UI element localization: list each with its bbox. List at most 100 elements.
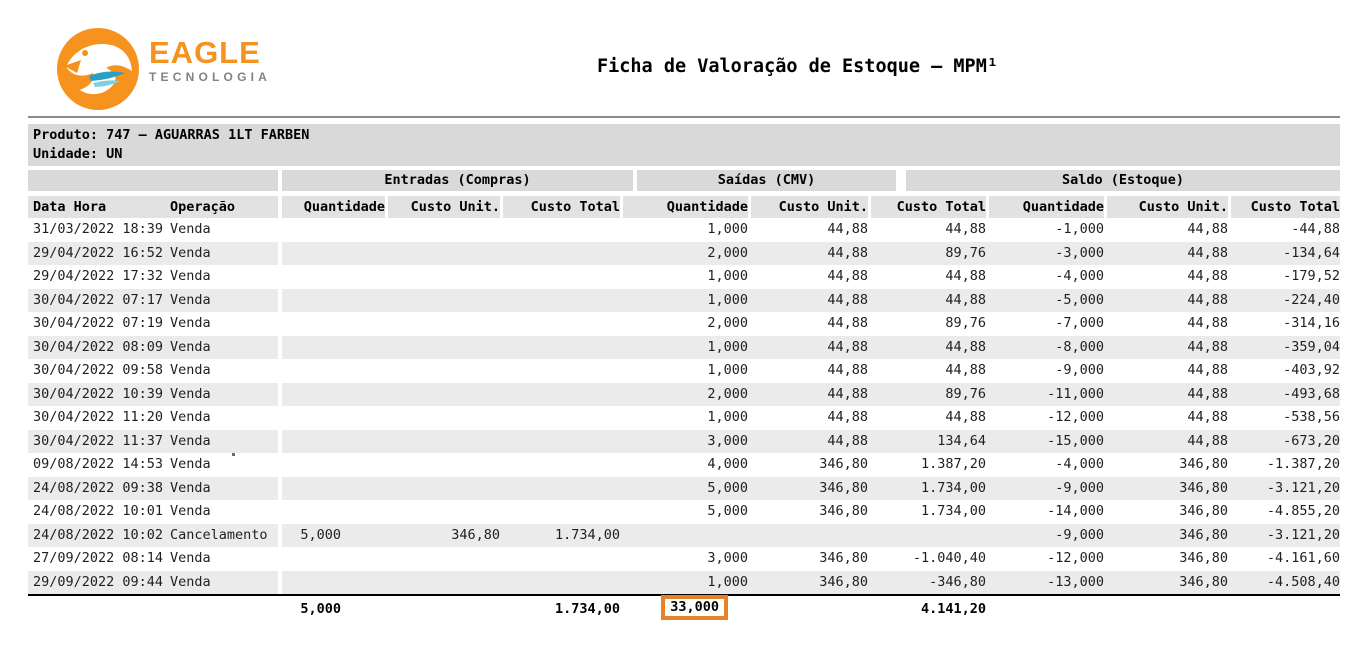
report-body: Produto: 747 – AGUARRAS 1LT FARBEN Unida… bbox=[28, 116, 1340, 622]
cell-saldo-custo-total: -314,16 bbox=[1283, 315, 1340, 331]
table-row: 30/04/2022 11:20 Venda 1,000 44,88 44,88… bbox=[28, 406, 1340, 430]
cell-saldo-quantidade: -4,000 bbox=[1055, 268, 1104, 284]
cell-data-hora: 27/09/2022 08:14 bbox=[33, 550, 164, 566]
table-row: 30/04/2022 09:58 Venda 1,000 44,88 44,88… bbox=[28, 359, 1340, 383]
cell-saidas-quantidade: 3,000 bbox=[707, 432, 748, 449]
cell-saldo-custo-total: -179,52 bbox=[1283, 268, 1340, 284]
cell-saldo-custo-total: -4.508,40 bbox=[1266, 573, 1340, 590]
column-header-fixed: Data Hora Operação bbox=[28, 196, 278, 218]
cell-entradas-custo-unit bbox=[385, 312, 500, 336]
col-header-entradas-custo-unit: Custo Unit. bbox=[385, 196, 500, 218]
cell-saidas-custo-total: -1.040,40 bbox=[912, 550, 986, 566]
table-row: 31/03/2022 18:39 Venda 1,000 44,88 44,88… bbox=[28, 218, 1340, 242]
column-gap bbox=[278, 196, 282, 218]
cell-data-hora: 24/08/2022 10:02 bbox=[33, 526, 164, 543]
cell-entradas-quantidade bbox=[282, 242, 385, 266]
cell-saldo-quantidade: -12,000 bbox=[1047, 409, 1104, 425]
table-row: 24/08/2022 10:01 Venda 5,000 346,80 1.73… bbox=[28, 500, 1340, 524]
table-row: 29/04/2022 16:52 Venda 2,000 44,88 89,76… bbox=[28, 241, 1340, 266]
cell-saldo-custo-unit: 346,80 bbox=[1179, 503, 1228, 519]
cell-saidas-quantidade: 2,000 bbox=[707, 385, 748, 402]
cell-entradas-custo-unit bbox=[385, 383, 500, 407]
cell-entradas-quantidade bbox=[282, 453, 385, 477]
cell-saldo-quantidade: -9,000 bbox=[1055, 526, 1104, 543]
totals-saidas-qtd-highlight: 33,000 bbox=[661, 595, 728, 620]
table-body: 31/03/2022 18:39 Venda 1,000 44,88 44,88… bbox=[28, 218, 1340, 594]
unit-line: Unidade: UN bbox=[33, 146, 123, 162]
cell-saldo-custo-unit: 44,88 bbox=[1187, 409, 1228, 425]
cell-operacao: Venda bbox=[170, 268, 211, 284]
cell-operacao: Venda bbox=[170, 456, 211, 472]
col-header-saidas-custo-total: Custo Total bbox=[868, 196, 986, 218]
cell-entradas-quantidade: 5,000 bbox=[300, 526, 341, 543]
cell-entradas-custo-total bbox=[500, 453, 620, 477]
cell-saldo-custo-unit: 346,80 bbox=[1179, 550, 1228, 566]
cell-saldo-custo-unit: 44,88 bbox=[1187, 291, 1228, 308]
cell-entradas-custo-total bbox=[500, 265, 620, 289]
col-header-saldo-custo-unit: Custo Unit. bbox=[1104, 196, 1228, 218]
cell-operacao: Venda bbox=[170, 409, 211, 425]
table-row: 29/09/2022 09:44 Venda 1,000 346,80 -346… bbox=[28, 570, 1340, 595]
cell-saidas-quantidade: 2,000 bbox=[707, 315, 748, 331]
cell-data-hora: 30/04/2022 07:17 bbox=[33, 291, 164, 308]
cell-operacao: Venda bbox=[170, 550, 211, 566]
cell-saidas-custo-total: 44,88 bbox=[945, 362, 986, 378]
cell-operacao: Venda bbox=[170, 338, 211, 355]
cell-saidas-custo-unit: 44,88 bbox=[827, 221, 868, 237]
cell-saldo-custo-unit: 44,88 bbox=[1187, 268, 1228, 284]
cell-entradas-quantidade bbox=[282, 289, 385, 313]
cell-saidas-quantidade: 2,000 bbox=[707, 244, 748, 261]
cell-saidas-quantidade: 3,000 bbox=[707, 550, 748, 566]
group-saidas: Saídas (CMV) bbox=[637, 170, 896, 191]
cell-saldo-custo-unit: 346,80 bbox=[1179, 456, 1228, 472]
cell-entradas-custo-unit: 346,80 bbox=[451, 526, 500, 543]
cell-saidas-custo-total bbox=[868, 524, 986, 548]
cell-entradas-custo-total bbox=[500, 359, 620, 383]
cell-saidas-quantidade: 1,000 bbox=[707, 221, 748, 237]
cell-entradas-custo-unit bbox=[385, 218, 500, 242]
cell-entradas-custo-unit bbox=[385, 336, 500, 360]
cell-entradas-custo-total bbox=[500, 430, 620, 454]
cell-saidas-custo-unit: 346,80 bbox=[819, 456, 868, 472]
cell-saldo-custo-total: -4.161,60 bbox=[1266, 550, 1340, 566]
cell-data-hora: 30/04/2022 07:19 bbox=[33, 315, 164, 331]
table-row: 30/04/2022 07:17 Venda 1,000 44,88 44,88… bbox=[28, 288, 1340, 313]
cell-operacao: Venda bbox=[170, 244, 211, 261]
cell-entradas-quantidade bbox=[282, 430, 385, 454]
cell-entradas-custo-total bbox=[500, 312, 620, 336]
cell-saidas-custo-total: 1.734,00 bbox=[920, 479, 986, 496]
cell-entradas-custo-total bbox=[500, 571, 620, 595]
cell-entradas-custo-total bbox=[500, 477, 620, 501]
cell-entradas-custo-total bbox=[500, 242, 620, 266]
header-divider bbox=[28, 116, 1340, 118]
cell-saldo-quantidade: -11,000 bbox=[1047, 385, 1104, 402]
cell-entradas-custo-unit bbox=[385, 265, 500, 289]
cell-saidas-custo-total: 44,88 bbox=[945, 221, 986, 237]
cell-saldo-custo-total: -3.121,20 bbox=[1266, 526, 1340, 543]
cell-saidas-custo-unit: 44,88 bbox=[827, 409, 868, 425]
cell-saldo-quantidade: -14,000 bbox=[1047, 503, 1104, 519]
cell-operacao: Venda bbox=[170, 432, 211, 449]
cell-saidas-quantidade: 1,000 bbox=[707, 362, 748, 378]
cell-entradas-custo-unit bbox=[385, 359, 500, 383]
cell-saidas-quantidade: 5,000 bbox=[707, 503, 748, 519]
cell-operacao: Venda bbox=[170, 573, 211, 590]
table-row: 24/08/2022 09:38 Venda 5,000 346,80 1.73… bbox=[28, 476, 1340, 501]
cell-saldo-custo-total: -493,68 bbox=[1283, 385, 1340, 402]
col-header-operacao: Operação bbox=[170, 199, 236, 215]
product-band: Produto: 747 – AGUARRAS 1LT FARBEN Unida… bbox=[28, 124, 1340, 166]
cell-entradas-quantidade bbox=[282, 383, 385, 407]
group-entradas: Entradas (Compras) bbox=[282, 170, 633, 191]
cell-entradas-quantidade bbox=[282, 359, 385, 383]
cell-saldo-custo-total: -538,56 bbox=[1283, 409, 1340, 425]
cell-saldo-quantidade: -12,000 bbox=[1047, 550, 1104, 566]
cell-saldo-custo-unit: 346,80 bbox=[1179, 573, 1228, 590]
cell-entradas-custo-total: 1.734,00 bbox=[554, 526, 620, 543]
cell-saidas-custo-total: 44,88 bbox=[945, 291, 986, 308]
cell-saldo-quantidade: -8,000 bbox=[1055, 338, 1104, 355]
cell-saldo-quantidade: -13,000 bbox=[1047, 573, 1104, 590]
cell-entradas-custo-unit bbox=[385, 571, 500, 595]
cell-saidas-custo-unit: 346,80 bbox=[819, 503, 868, 519]
logo-brand: EAGLE bbox=[149, 35, 261, 70]
cell-saidas-custo-unit: 44,88 bbox=[827, 268, 868, 284]
